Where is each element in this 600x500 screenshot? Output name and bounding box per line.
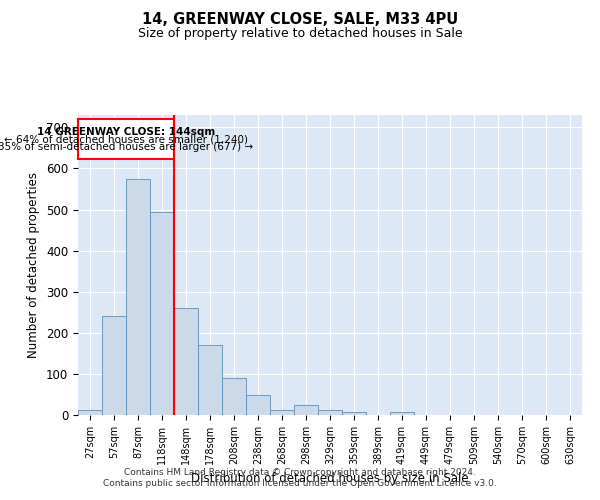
Text: 35% of semi-detached houses are larger (677) →: 35% of semi-detached houses are larger (… [0,142,254,152]
Text: Size of property relative to detached houses in Sale: Size of property relative to detached ho… [137,28,463,40]
Bar [222,378,246,415]
Bar [270,410,294,415]
Text: 14, GREENWAY CLOSE, SALE, M33 4PU: 14, GREENWAY CLOSE, SALE, M33 4PU [142,12,458,28]
Y-axis label: Number of detached properties: Number of detached properties [28,172,40,358]
X-axis label: Distribution of detached houses by size in Sale: Distribution of detached houses by size … [191,472,469,486]
Bar [174,308,198,415]
Bar [150,212,174,415]
Bar [78,410,102,415]
Bar [342,412,366,415]
Text: 14 GREENWAY CLOSE: 144sqm: 14 GREENWAY CLOSE: 144sqm [37,126,215,136]
Bar [246,396,270,415]
Bar [294,404,318,415]
Bar [198,345,222,415]
Bar [126,178,150,415]
Bar [390,412,414,415]
Bar [318,410,342,415]
Text: Contains HM Land Registry data © Crown copyright and database right 2024.
Contai: Contains HM Land Registry data © Crown c… [103,468,497,487]
Bar [102,316,126,415]
Text: ← 64% of detached houses are smaller (1,240): ← 64% of detached houses are smaller (1,… [4,134,248,144]
FancyBboxPatch shape [78,119,174,159]
